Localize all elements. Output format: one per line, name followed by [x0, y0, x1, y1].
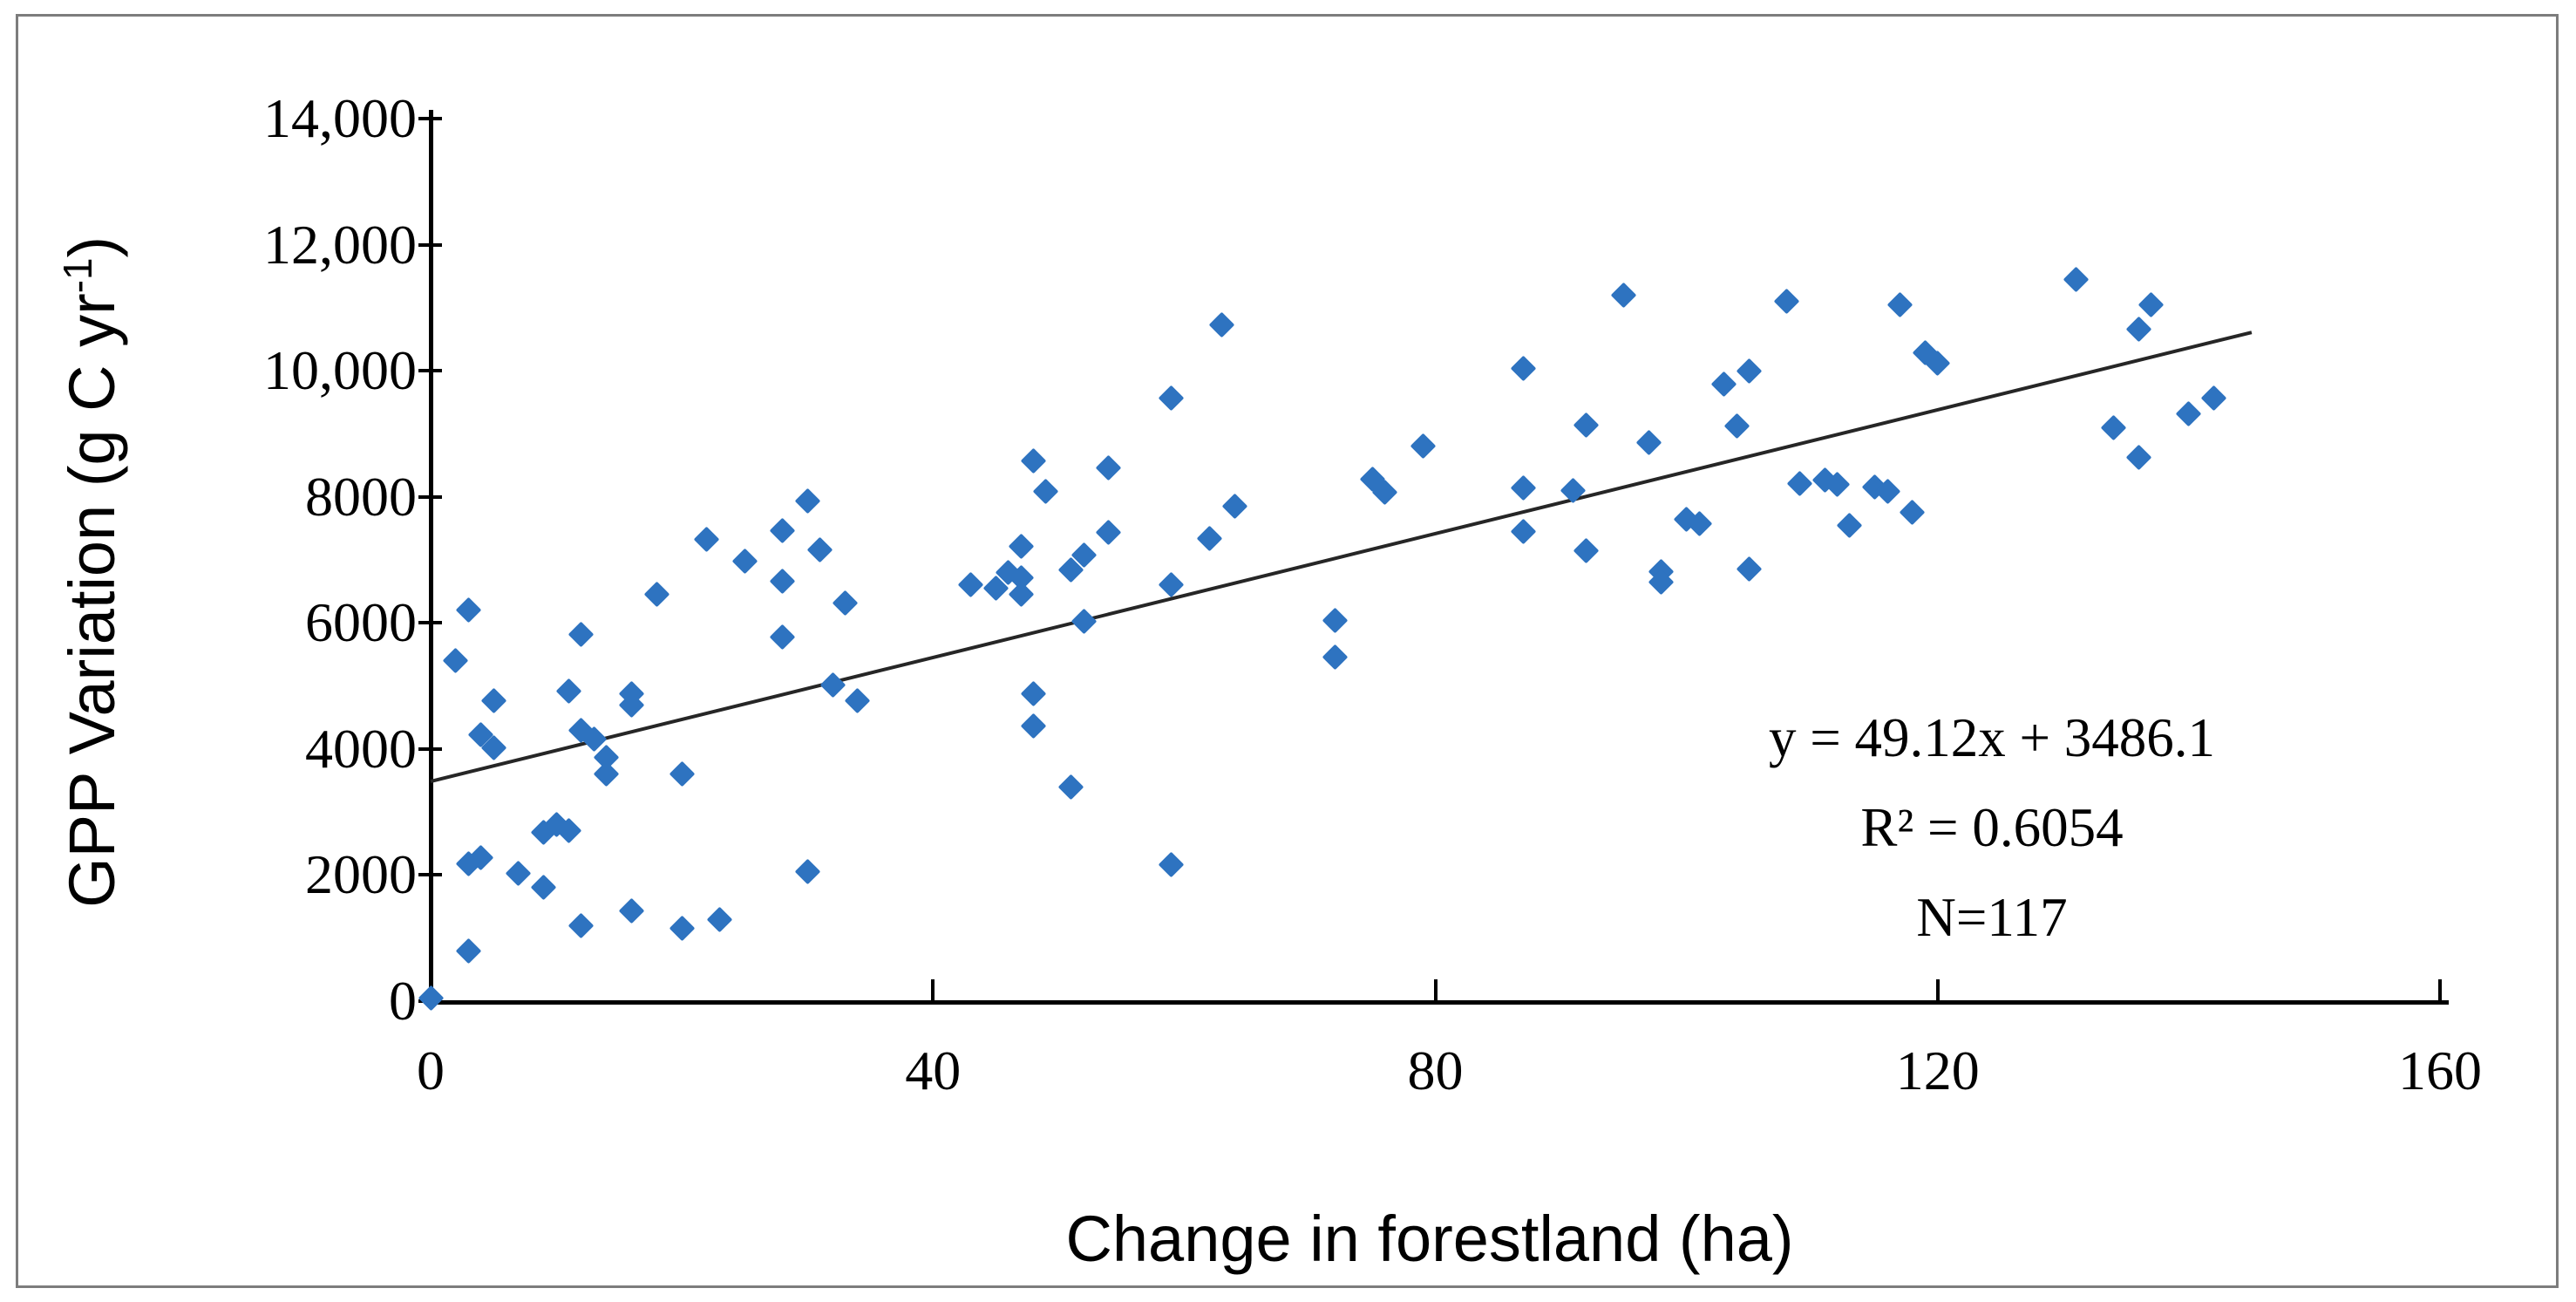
y-tick-label: 8000 [305, 465, 417, 528]
x-tick-mark [2438, 979, 2442, 1003]
y-axis-title: GPP Variation (g C yr-1) [54, 136, 129, 1008]
y-axis-title-superscript: -1 [55, 257, 101, 294]
trendline-equation: y = 49.12x + 3486.1 [1768, 707, 2216, 768]
y-tick-mark [418, 369, 442, 373]
x-axis-title: Change in forestland (ha) [1065, 1203, 1794, 1275]
x-tick-label: 40 [905, 1040, 962, 1101]
x-tick-label: 0 [417, 1040, 445, 1101]
figure-border [16, 14, 2559, 1288]
y-tick-label: 14,000 [263, 87, 417, 149]
y-tick-mark [418, 494, 442, 499]
x-tick-mark [931, 979, 935, 1003]
y-tick-label: 10,000 [263, 339, 417, 402]
y-tick-label: 2000 [305, 843, 417, 906]
x-tick-label: 120 [1895, 1040, 1980, 1101]
y-tick-label: 6000 [305, 591, 417, 654]
y-tick-mark [418, 746, 442, 751]
x-tick-label: 80 [1407, 1040, 1464, 1101]
y-tick-label: 4000 [305, 717, 417, 780]
y-axis-title-close: ) [55, 235, 128, 258]
trendline-annotation: y = 49.12x + 3486.1 R² = 0.6054 N=117 [1674, 693, 2310, 963]
y-axis-title-text: GPP Variation (g C yr [55, 293, 128, 908]
y-tick-mark [418, 873, 442, 877]
y-tick-mark [418, 621, 442, 625]
y-tick-label: 0 [389, 970, 417, 1032]
trendline-r-squared: R² = 0.6054 [1860, 797, 2124, 858]
y-tick-mark [418, 242, 442, 247]
x-tick-label: 160 [2398, 1040, 2482, 1101]
y-tick-mark [418, 117, 442, 120]
x-axis-line [429, 1000, 2449, 1005]
trendline-n-count: N=117 [1916, 887, 2068, 948]
y-tick-label: 12,000 [263, 213, 417, 276]
x-tick-mark [1935, 979, 1940, 1003]
x-tick-mark [1433, 979, 1438, 1003]
